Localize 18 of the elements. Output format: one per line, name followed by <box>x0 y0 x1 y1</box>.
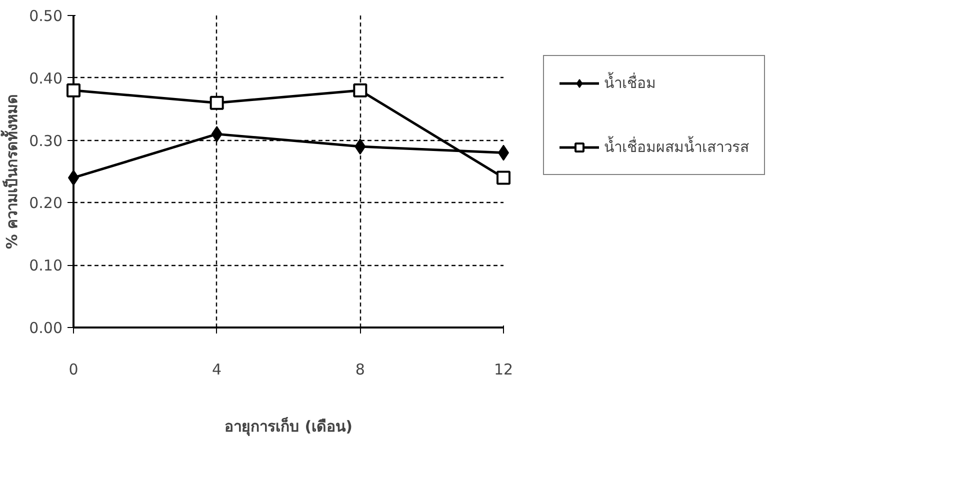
y-tick-label: 0.00 <box>29 319 63 337</box>
y-tick-label: 0.40 <box>29 69 63 88</box>
x-tick-label: 12 <box>494 360 514 378</box>
legend-label: น้ำเชื่อม <box>604 71 656 94</box>
y-tick-label: 0.10 <box>29 256 63 275</box>
x-tick-label: 8 <box>355 360 365 378</box>
point <box>66 83 80 98</box>
y-tick-label: 0.50 <box>29 7 63 25</box>
y-tick-label: 0.30 <box>29 132 63 150</box>
x-tick-label: 4 <box>212 360 222 378</box>
y-tick-label: 0.20 <box>29 194 63 212</box>
legend-label: น้ำเชื่อมผสมน้ำเสาวรส <box>604 135 749 158</box>
x-tick-label: 0 <box>68 360 78 378</box>
x-axis-title: อายุการเก็บ (เดือน) <box>224 416 352 436</box>
point <box>210 96 224 110</box>
point <box>353 83 368 98</box>
point <box>496 170 510 185</box>
y-axis-title: % ความเป็นกรดทั้งหมด <box>0 94 22 250</box>
